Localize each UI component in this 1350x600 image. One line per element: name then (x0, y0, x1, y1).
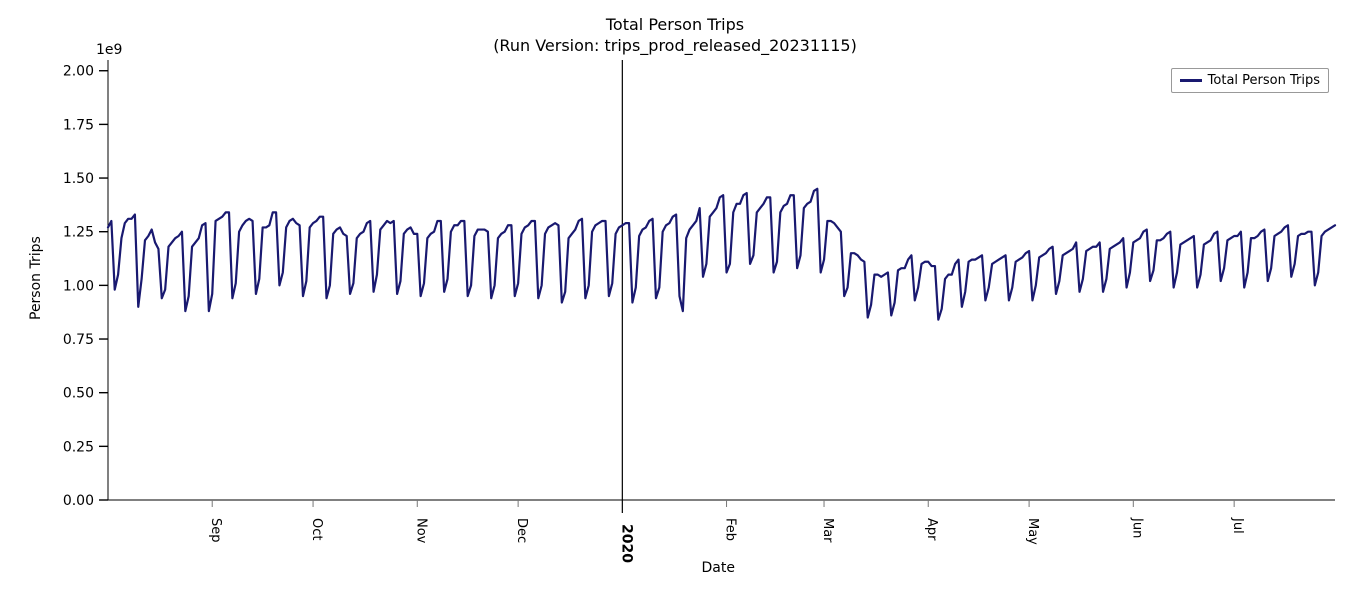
x-minor-tick-label: Oct (309, 518, 324, 540)
y-tick-label: 1.75 (63, 117, 94, 133)
y-tick-label: 1.00 (63, 278, 94, 294)
x-minor-tick-label: Apr (924, 518, 939, 541)
x-major-tick-label: 2020 (618, 524, 634, 563)
y-tick-label: 0.25 (63, 439, 94, 455)
legend-line-icon (1180, 79, 1202, 82)
x-minor-tick-label: May (1025, 518, 1040, 545)
chart-svg: 0.00 0.25 0.50 0.75 1.00 1.25 1.50 1.75 2.00 2020… (0, 0, 1350, 600)
y-tick-label: 0.00 (63, 493, 94, 509)
x-minor-tick-label: Sep (208, 518, 223, 543)
y-tick-label: 0.50 (63, 386, 94, 402)
series-line (108, 189, 1335, 320)
y-tick-label: 2.00 (63, 64, 94, 80)
x-minor-tick-label: Feb (723, 518, 738, 541)
figure: Total Person Trips (Run Version: trips_p… (0, 0, 1350, 600)
x-minor-tick-label: Jun (1129, 517, 1144, 538)
y-tick-label: 0.75 (63, 332, 94, 348)
x-minor-tick-label: Mar (820, 518, 835, 543)
legend-label: Total Person Trips (1208, 73, 1320, 88)
x-minor-tick-label: Jul (1230, 517, 1245, 534)
legend: Total Person Trips (1171, 68, 1329, 93)
y-tick-label: 1.50 (63, 171, 94, 187)
x-minor-tick-label: Nov (413, 518, 428, 544)
y-tick-label: 1.25 (63, 225, 94, 241)
x-minor-tick-label: Dec (514, 518, 529, 543)
